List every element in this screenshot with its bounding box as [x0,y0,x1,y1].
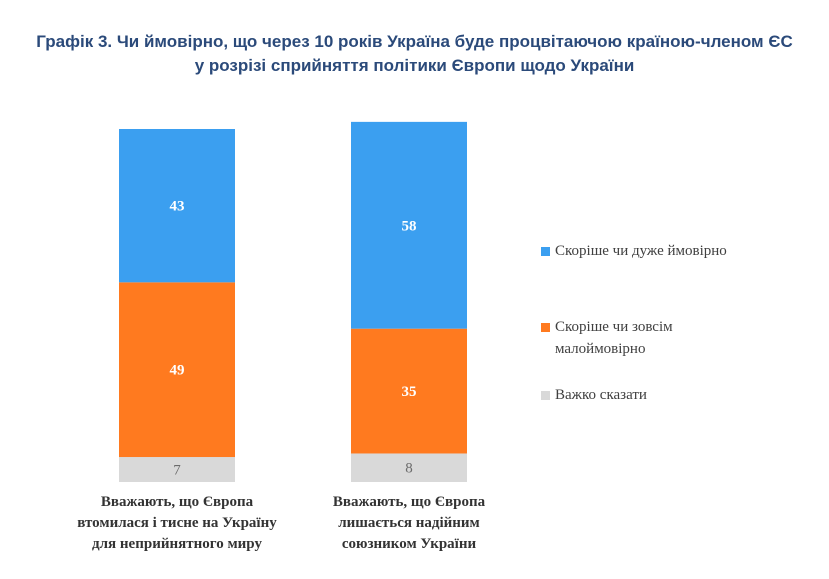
category-label-1-line-1: Вважають, що Європа [100,494,254,510]
legend-swatch-2 [541,323,550,332]
legend-swatch-1 [541,247,550,256]
category-label-2-line-2: лишається надійним [338,515,480,531]
chart-title-line-2: у розрізі сприйняття політики Європи щод… [194,56,635,75]
data-label-2-series-1: 8 [405,461,413,477]
legend-label-1-line-1: Скоріше чи дуже ймовірно [555,243,727,259]
category-label-1: Вважають, що Європа втомилася і тисне на … [57,492,297,555]
bar-segment-1-series-1 [119,457,235,482]
data-label-1-series-2: 49 [170,363,185,379]
bar-segment-2-series-1 [351,453,467,482]
category-label-2-line-1: Вважають, що Європа [332,494,486,510]
legend-label-1: Скоріше чи дуже ймовірно [555,240,727,262]
data-label-2-series-3: 58 [402,218,417,234]
category-label-2-line-3: союзником України [341,536,477,552]
bar-segment-2-series-2 [351,328,467,454]
chart-title-line-1: Графік 3. Чи ймовірно, що через 10 років… [36,32,793,51]
legend-label-2: Скоріше чи зовсім малоймовірно [555,316,673,360]
legend-label-3: Важко сказати [555,384,647,406]
category-label-1-line-3: для неприйнятного миру [92,536,262,552]
data-label-1-series-3: 43 [170,199,185,215]
legend-label-2-line-1: Скоріше чи зовсім [555,319,673,335]
legend-label-2-line-2: малоймовірно [555,341,646,357]
legend-swatch-3 [541,391,550,400]
data-label-1-series-1: 7 [173,463,181,479]
category-label-2: Вважають, що Європа лишається надійним сою… [289,492,529,555]
category-label-1-line-2: втомилася і тисне на Україну [77,515,277,531]
bar-segment-2-series-3 [351,121,467,329]
legend-label-3-line-1: Важко сказати [555,387,647,403]
bar-segment-1-series-2 [119,282,235,458]
bar-segment-1-series-3 [119,129,235,283]
data-label-2-series-2: 35 [402,384,417,400]
chart-title: Графік 3. Чи ймовірно, що через 10 років… [0,30,829,78]
